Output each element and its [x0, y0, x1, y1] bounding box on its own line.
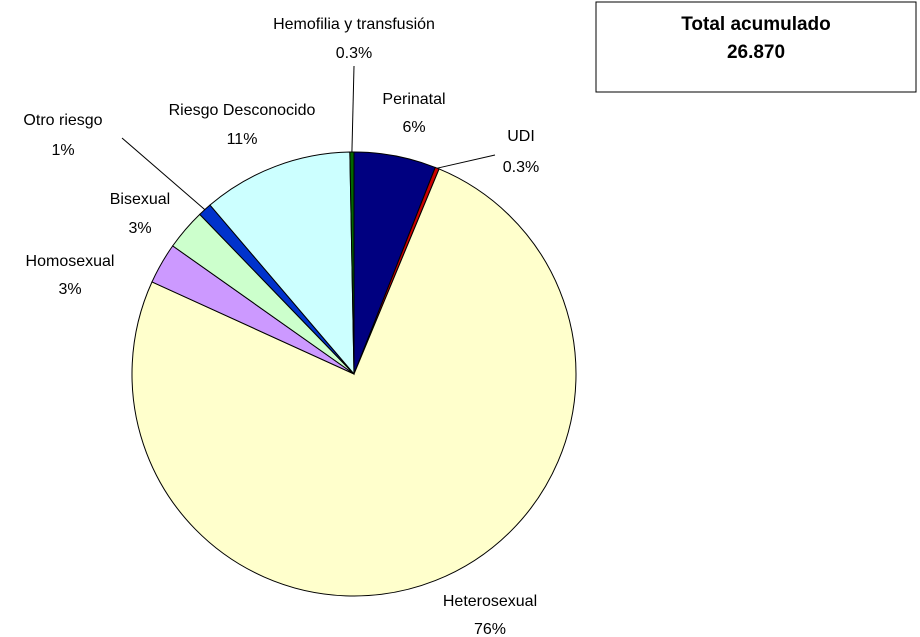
- slice-label: Homosexual: [26, 253, 115, 270]
- slice-label: Otro riesgo: [23, 112, 102, 129]
- pie-slice: [349, 151, 355, 375]
- slice-label: Bisexual: [110, 191, 170, 208]
- slice-value-label: 0.3%: [503, 159, 539, 176]
- pie-slice: [209, 151, 355, 376]
- slice-value-label: 3%: [128, 220, 151, 237]
- slice-value-label: 0.3%: [336, 45, 372, 62]
- pie-slice: [131, 168, 577, 597]
- slice-value-label: 3%: [58, 281, 81, 298]
- slice-value-label: 1%: [51, 142, 74, 159]
- box-title: Total acumulado: [681, 14, 831, 35]
- slice-label: UDI: [507, 128, 535, 145]
- slice-label: Riesgo Desconocido: [169, 102, 316, 119]
- slice-label: Perinatal: [382, 91, 445, 108]
- slice-label: Heterosexual: [443, 593, 537, 610]
- slice-label: Hemofilia y transfusión: [273, 16, 435, 33]
- box-value: 26.870: [727, 42, 785, 63]
- leader-line: [437, 154, 496, 169]
- slice-value-label: 11%: [227, 131, 258, 148]
- slice-value-label: 6%: [402, 119, 425, 136]
- leader-line: [121, 137, 206, 210]
- total-box: [595, 1, 917, 93]
- leader-line: [351, 65, 355, 153]
- slice-value-label: 76%: [474, 621, 506, 637]
